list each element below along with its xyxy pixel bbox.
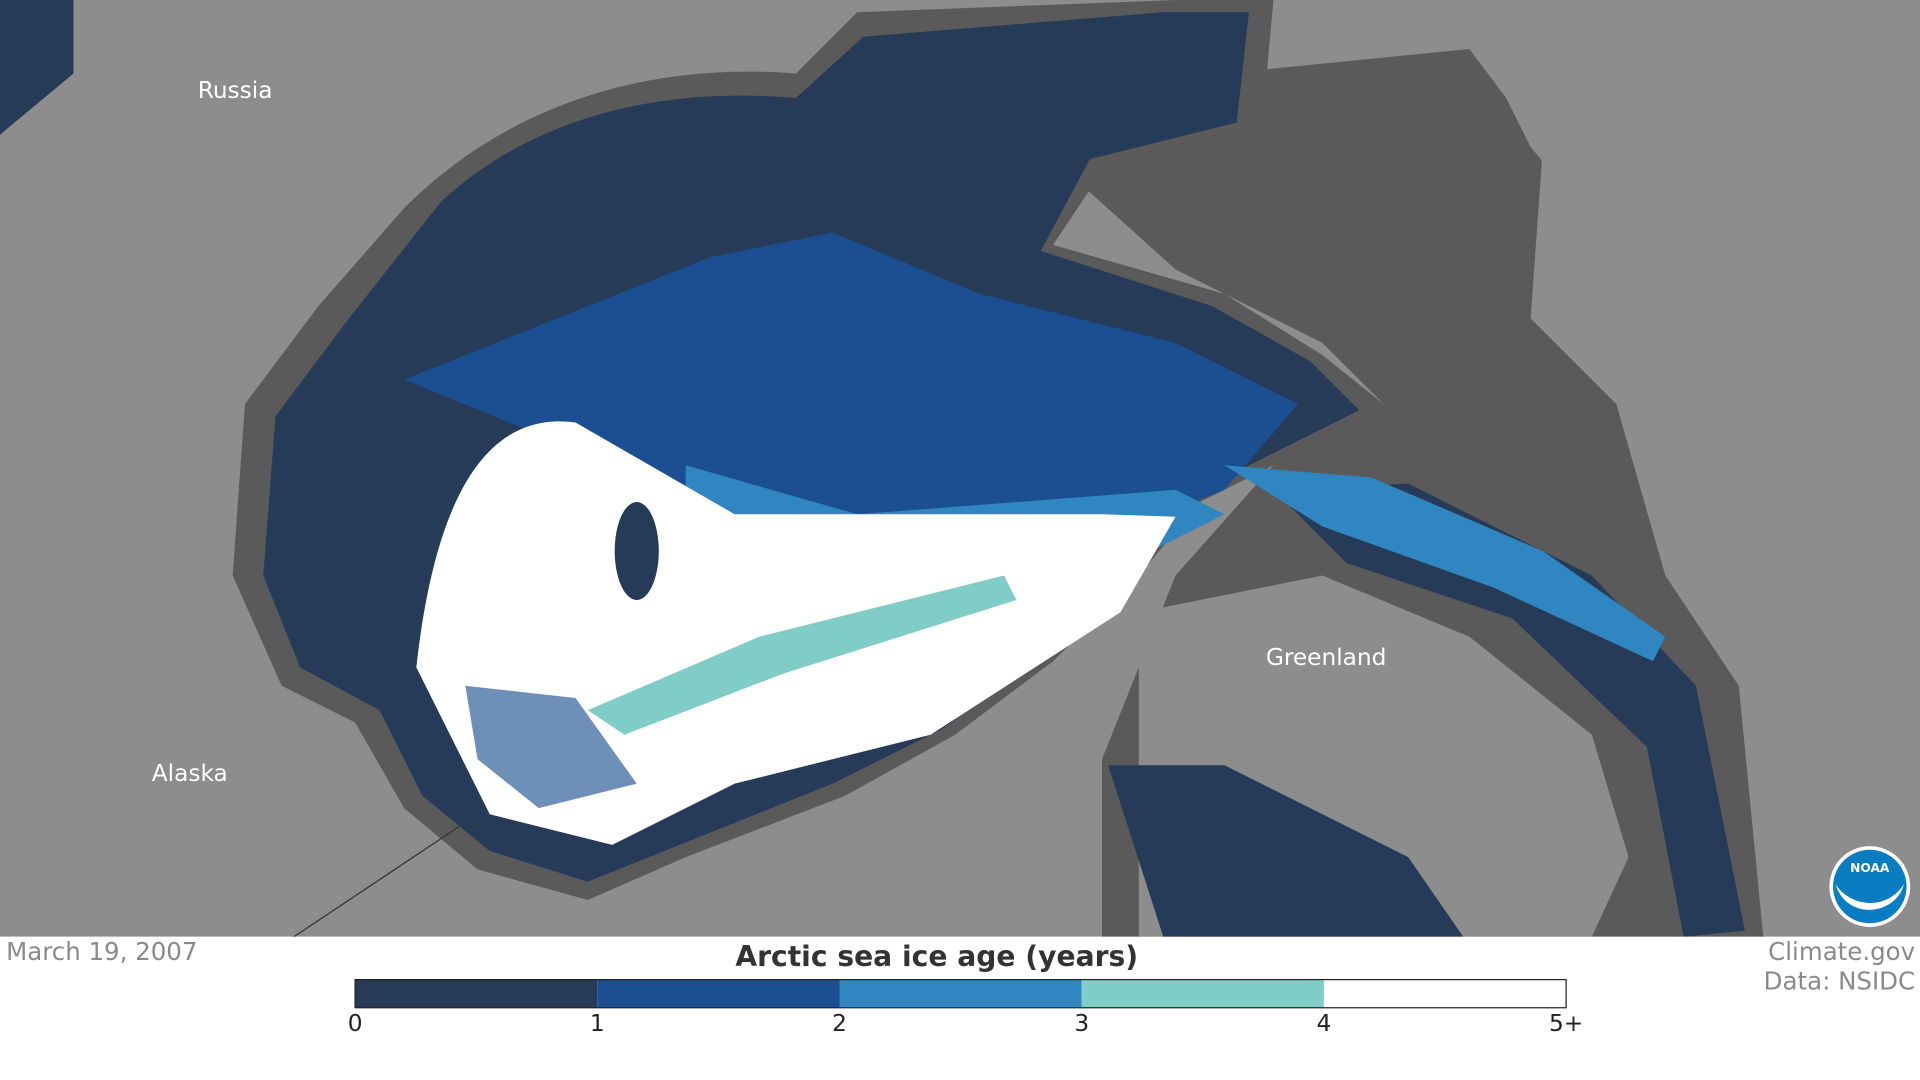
legend-title: Arctic sea ice age (years): [735, 940, 1138, 973]
credit: Data: NSIDC: [1764, 966, 1915, 995]
noaa-logo: NOAA: [1829, 846, 1911, 927]
map: Russia Alaska Greenland NOAA: [0, 0, 1920, 938]
ocean-nw: [0, 0, 74, 135]
legend-swatch: [1081, 979, 1324, 1008]
legend-tick-label: 4: [1317, 1010, 1332, 1037]
ellesmere: [1481, 0, 1920, 343]
baffin-bay: [1108, 765, 1464, 937]
legend-tick-label: 2: [832, 1010, 847, 1037]
legend-frame: [354, 978, 1567, 1009]
date: March 19, 2007: [6, 937, 197, 966]
place-label: Greenland: [1266, 644, 1387, 671]
place-label: Alaska: [152, 760, 228, 787]
ice-mixed: [465, 685, 637, 809]
credit: Climate.gov: [1768, 937, 1915, 966]
legend-swatch: [597, 979, 840, 1008]
ice-fram: [1224, 465, 1666, 662]
legend-tick-label: 1: [590, 1010, 605, 1037]
legend-tick-label: 5+: [1549, 1010, 1583, 1037]
legend-tick-label: 0: [348, 1010, 363, 1037]
legend-tick-label: 3: [1074, 1010, 1089, 1037]
ice-gap: [614, 502, 659, 600]
ice-4yr: [587, 575, 1017, 735]
legend-swatch: [839, 979, 1082, 1008]
ice-1yr: [404, 232, 1298, 564]
place-label: Russia: [198, 77, 273, 104]
legend-swatch: [355, 979, 598, 1008]
legend-swatch: [1323, 979, 1567, 1008]
legend: 0 1 2 3 4 5+: [348, 978, 1583, 1037]
logo-text: NOAA: [1850, 861, 1890, 875]
boundary-line: [293, 826, 460, 938]
